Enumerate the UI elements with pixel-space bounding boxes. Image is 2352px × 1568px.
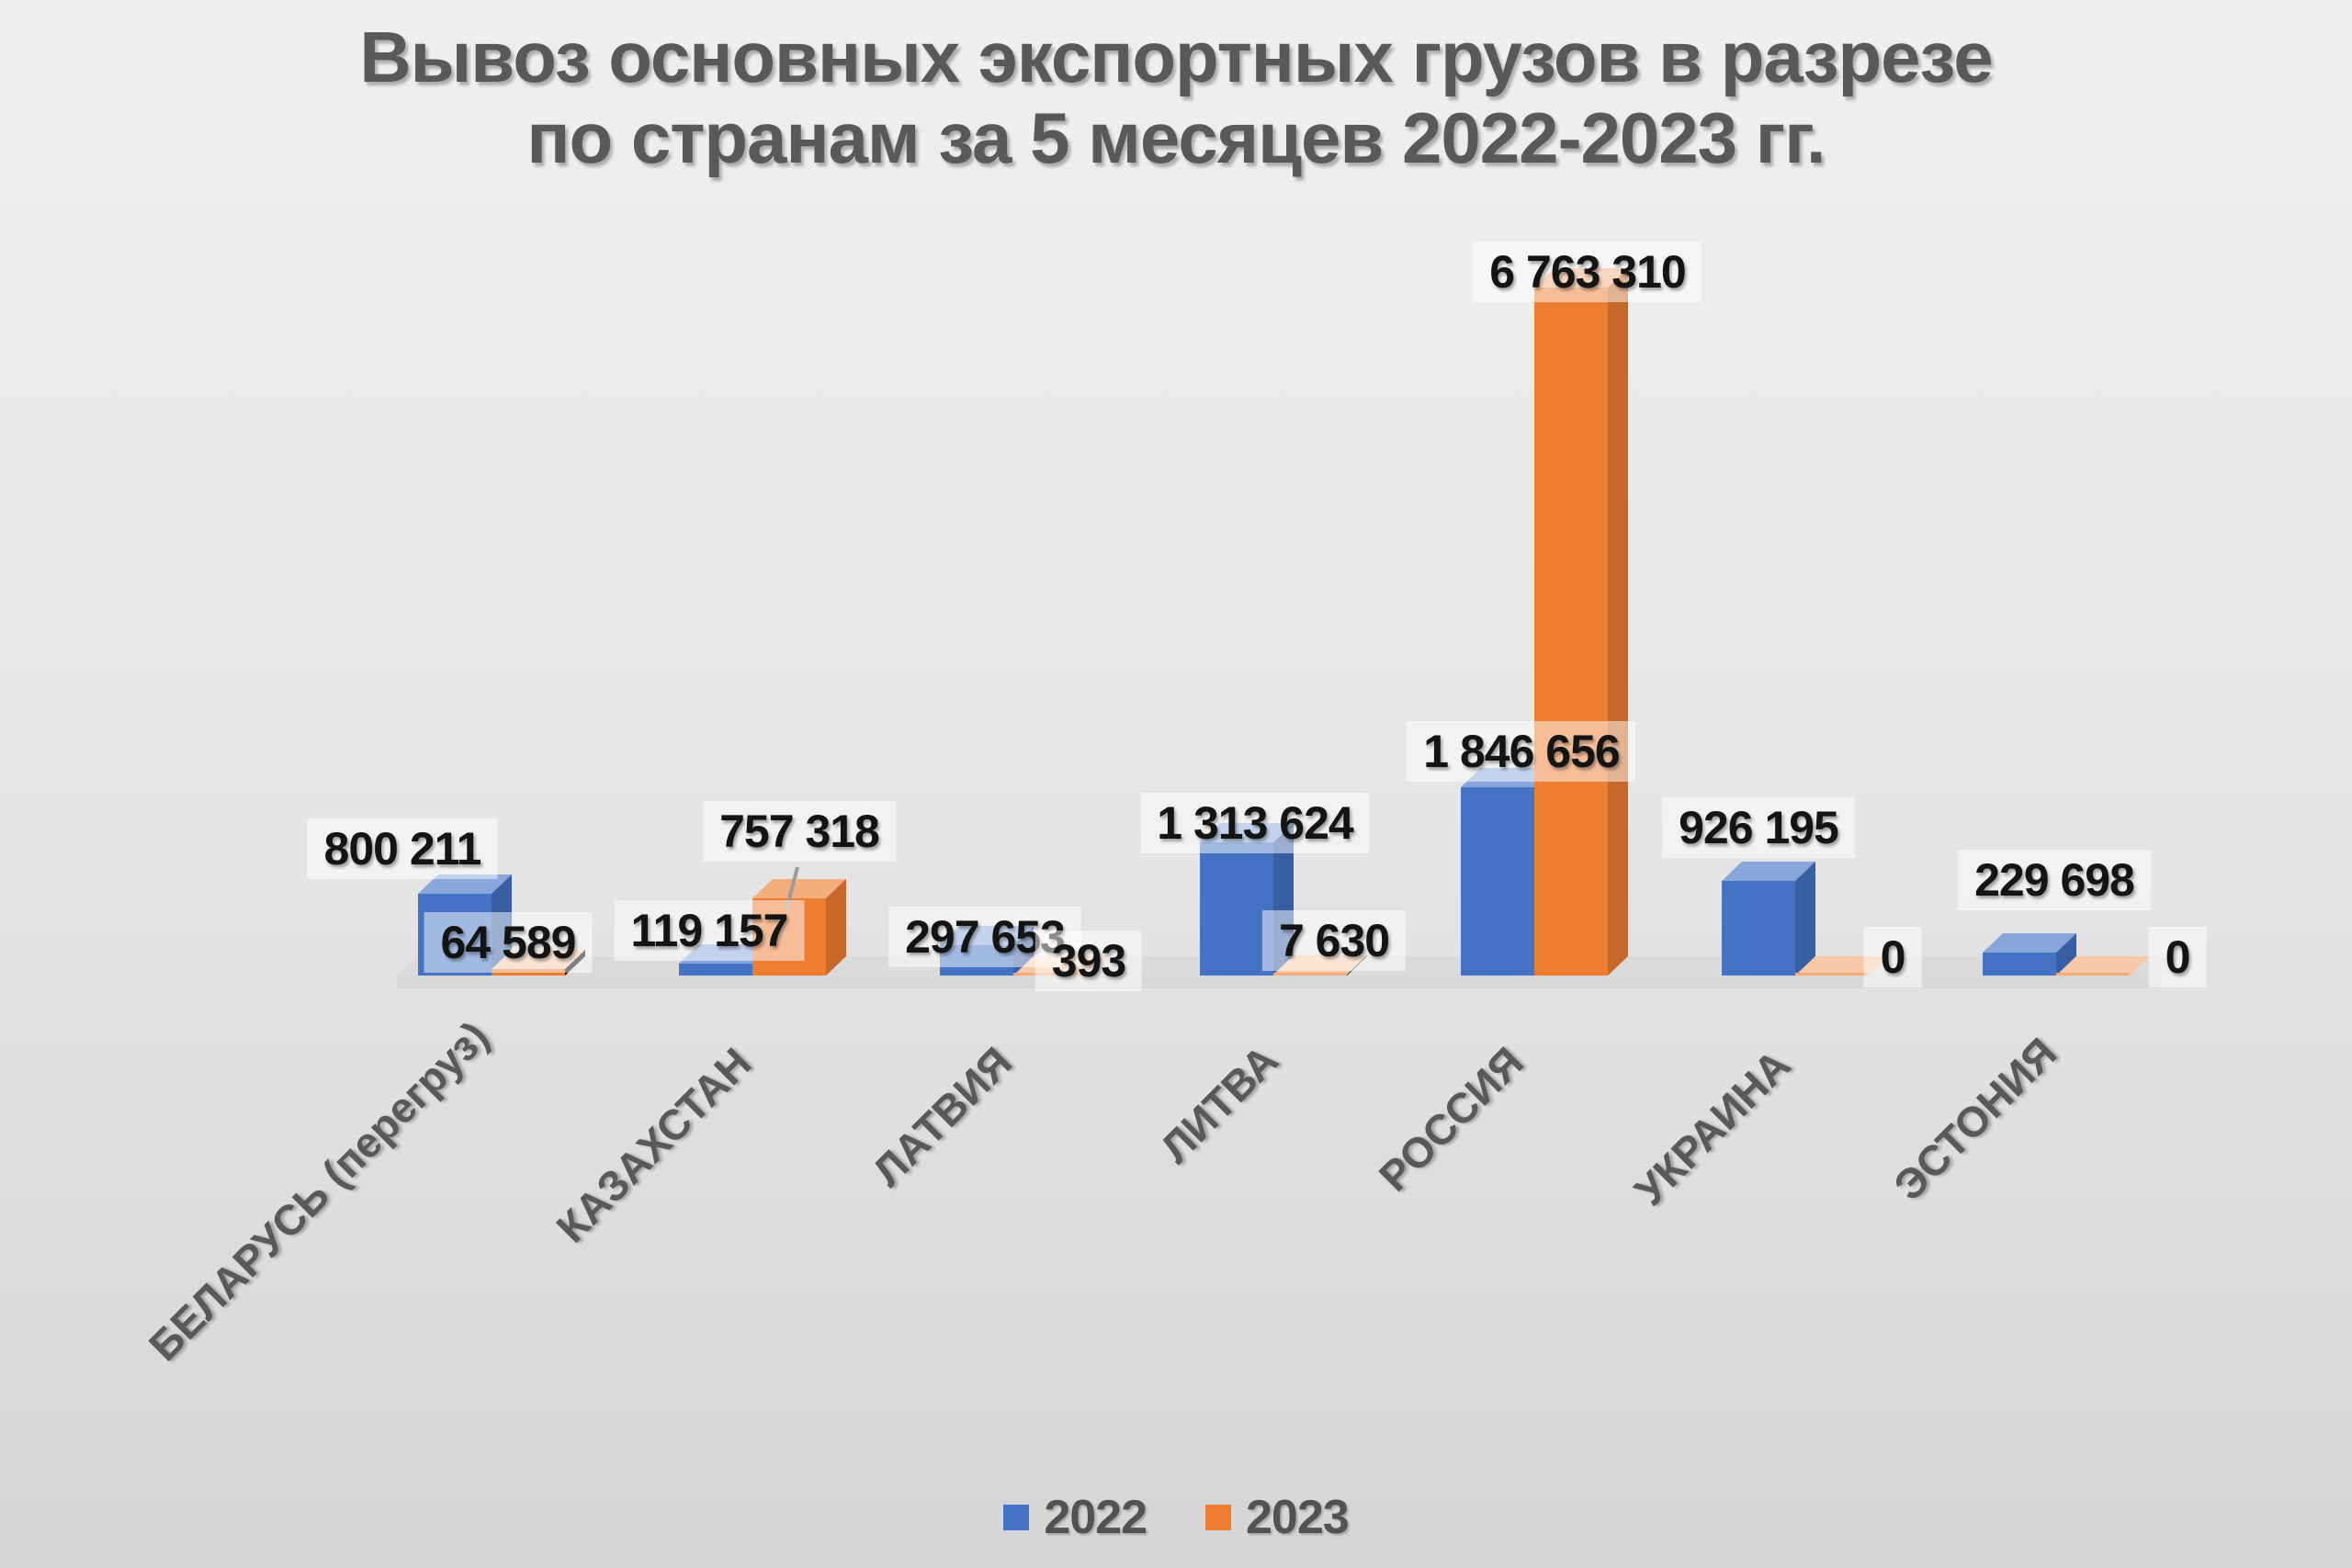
bar-2022-1-front <box>679 964 752 976</box>
legend-label-2023: 2023 <box>1246 1491 1350 1544</box>
value-label-2023-2: 393 <box>1035 931 1143 991</box>
bar-2023-4-side <box>1608 268 1628 976</box>
legend-swatch-2023 <box>1205 1505 1231 1530</box>
value-label-2023-3: 7 630 <box>1261 910 1407 971</box>
legend-label-2022: 2022 <box>1044 1491 1148 1544</box>
bar-2023-1-top <box>752 879 846 898</box>
value-label-2022-3: 1 313 624 <box>1140 793 1370 853</box>
bar-2023-3-front <box>1273 973 1347 976</box>
bar-2023-6-top <box>2056 956 2150 976</box>
chart-title: Вывоз основных экспортных грузов в разре… <box>0 17 2352 178</box>
legend-swatch-2022 <box>1003 1505 1030 1530</box>
plot-floor-edge <box>397 976 2161 988</box>
bar-2023-6-front <box>2056 973 2130 976</box>
legend-item-2023: 2023 <box>1205 1490 1350 1545</box>
value-label-2022-0: 800 211 <box>307 818 498 879</box>
value-label-2023-6: 0 <box>2148 927 2207 987</box>
value-label-2022-4: 1 846 656 <box>1407 721 1636 782</box>
value-label-2022-5: 926 195 <box>1662 797 1855 858</box>
chart-title-line2: по странам за 5 месяцев 2022-2023 гг. <box>526 97 1826 179</box>
value-label-2023-5: 0 <box>1863 927 1922 987</box>
bar-2023-5-front <box>1795 973 1869 976</box>
bar-2022-6-side <box>2056 933 2076 976</box>
bar-2022-5-top <box>1722 862 1815 881</box>
legend: 2022 2023 <box>0 1490 2352 1545</box>
bar-2022-6-front <box>1983 953 2056 976</box>
bar-2022-5-front <box>1722 881 1795 976</box>
bar-2022-4-front <box>1461 787 1534 976</box>
value-label-2023-1: 757 318 <box>703 801 896 862</box>
value-label-2023-4: 6 763 310 <box>1473 242 1702 302</box>
bar-2022-0-top <box>418 874 512 894</box>
value-label-2022-6: 229 698 <box>1958 850 2151 910</box>
bar-2022-5-side <box>1795 862 1815 976</box>
bar-2023-1-side <box>826 879 846 976</box>
chart-title-line1: Вывоз основных экспортных грузов в разре… <box>359 17 1993 97</box>
value-label-2023-0: 64 589 <box>424 912 593 973</box>
bar-2022-6-top <box>1983 933 2076 953</box>
value-label-2022-1: 119 157 <box>614 900 805 961</box>
bar-2023-4-front <box>1534 288 1608 976</box>
legend-item-2022: 2022 <box>1003 1490 1148 1545</box>
bar-2022-3-front <box>1200 842 1273 976</box>
